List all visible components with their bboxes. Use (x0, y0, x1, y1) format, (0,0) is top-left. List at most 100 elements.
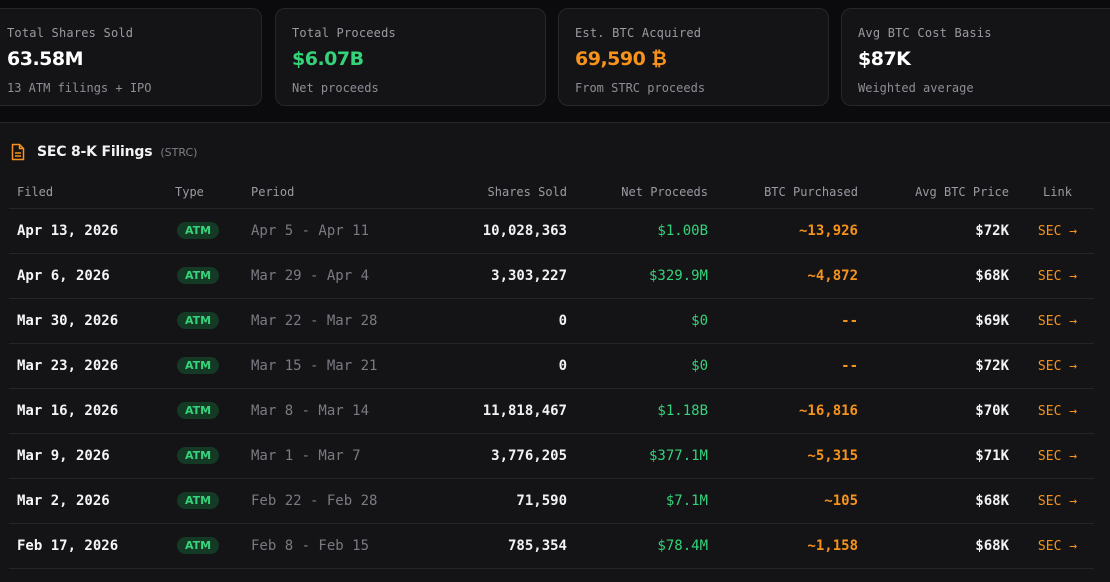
cell-type-badge: ATM (175, 523, 251, 569)
cell-sec-link: SEC → (1009, 478, 1094, 524)
col-btc-purchased[interactable]: BTC Purchased (708, 176, 858, 209)
card-label: Est. BTC Acquired (575, 26, 702, 40)
sec-link[interactable]: SEC → (1037, 223, 1078, 239)
cell-sec-link: SEC → (1009, 253, 1094, 299)
cell-type-badge: ATM (175, 478, 251, 524)
sec-link[interactable]: SEC → (1037, 538, 1078, 554)
col-net-proceeds[interactable]: Net Proceeds (567, 176, 708, 209)
table-row: Apr 13, 2026 ATM Apr 5 - Apr 11 10,028,363 $… (9, 208, 1094, 254)
cell-net-proceeds: $1.18B (567, 388, 708, 434)
cell-filed-date: Mar 9, 2026 (9, 433, 175, 479)
cost-basis-card: Avg BTC Cost Basis $87K Weighted average (841, 8, 1110, 106)
table-row: Apr 6, 2026 ATM Mar 29 - Apr 4 3,303,227 $32… (9, 253, 1094, 299)
col-period[interactable]: Period (251, 176, 405, 209)
table-row: Feb 17, 2026 ATM Feb 8 - Feb 15 785,354 $78.… (9, 523, 1094, 569)
cell-net-proceeds: $0 (567, 343, 708, 389)
cell-shares-sold: 785,354 (405, 523, 567, 569)
atm-badge: ATM (177, 447, 220, 464)
cell-net-proceeds: $78.4M (567, 523, 708, 569)
atm-badge: ATM (177, 357, 220, 374)
cell-sec-link: SEC → (1009, 433, 1094, 479)
cell-btc-purchased: -- (708, 298, 858, 344)
card-label: Total Proceeds (292, 26, 396, 40)
cell-period: Mar 15 - Mar 21 (251, 343, 405, 389)
cell-btc-purchased: ~4,872 (708, 253, 858, 299)
sec-link[interactable]: SEC → (1037, 403, 1078, 419)
cell-sec-link: SEC → (1009, 388, 1094, 434)
cell-avg-btc-price: $72K (858, 208, 1009, 254)
cell-period: Feb 22 - Feb 28 (251, 478, 405, 524)
cell-avg-btc-price: $70K (858, 388, 1009, 434)
card-value: 69,590 ₿ (575, 48, 667, 70)
cell-avg-btc-price: $68K (858, 478, 1009, 524)
cell-avg-btc-price: $69K (858, 298, 1009, 344)
cell-period: Mar 8 - Mar 14 (251, 388, 405, 434)
cell-filed-date: Apr 13, 2026 (9, 208, 175, 254)
cell-filed-date: Mar 16, 2026 (9, 388, 175, 434)
col-type[interactable]: Type (175, 176, 251, 209)
cell-shares-sold: 71,590 (405, 478, 567, 524)
table-row: Mar 16, 2026 ATM Mar 8 - Mar 14 11,818,467 $… (9, 388, 1094, 434)
cell-btc-purchased: ~1,158 (708, 523, 858, 569)
sec-link[interactable]: SEC → (1037, 493, 1078, 509)
cell-btc-purchased: ~5,315 (708, 433, 858, 479)
cell-filed-date: Mar 30, 2026 (9, 298, 175, 344)
total-shares-card: Total Shares Sold 63.58M 13 ATM filings … (0, 8, 262, 106)
cell-avg-btc-price: $68K (858, 523, 1009, 569)
atm-badge: ATM (177, 492, 220, 509)
cell-filed-date: Feb 17, 2026 (9, 523, 175, 569)
card-value: $87K (858, 48, 911, 70)
col-filed[interactable]: Filed (9, 176, 175, 209)
cell-avg-btc-price: $68K (858, 253, 1009, 299)
cell-net-proceeds: $1.00B (567, 208, 708, 254)
sec-link[interactable]: SEC → (1037, 313, 1078, 329)
cell-sec-link: SEC → (1009, 343, 1094, 389)
cell-shares-sold: 10,028,363 (405, 208, 567, 254)
cell-filed-date: Apr 6, 2026 (9, 253, 175, 299)
cell-net-proceeds: $329.9M (567, 253, 708, 299)
card-subtext: From STRC proceeds (575, 81, 706, 95)
filings-panel: SEC 8-K Filings (STRC) Filed Type Period… (0, 122, 1110, 582)
cell-net-proceeds: $7.1M (567, 478, 708, 524)
cell-avg-btc-price: $71K (858, 433, 1009, 479)
atm-badge: ATM (177, 402, 220, 419)
cell-net-proceeds: $377.1M (567, 433, 708, 479)
card-subtext: 13 ATM filings + IPO (7, 81, 152, 95)
cell-period: Mar 29 - Apr 4 (251, 253, 405, 299)
card-subtext: Weighted average (858, 81, 974, 95)
col-link: Link (1009, 176, 1094, 209)
atm-badge: ATM (177, 537, 220, 554)
card-value: 63.58M (7, 48, 84, 70)
filings-header: SEC 8-K Filings (STRC) (10, 141, 197, 163)
cell-type-badge: ATM (175, 388, 251, 434)
table-header-row: Filed Type Period Shares Sold Net Procee… (9, 176, 1094, 209)
cell-shares-sold: 0 (405, 298, 567, 344)
cell-btc-purchased: ~16,816 (708, 388, 858, 434)
cell-avg-btc-price: $72K (858, 343, 1009, 389)
total-proceeds-card: Total Proceeds $6.07B Net proceeds (275, 8, 546, 106)
cell-filed-date: Mar 2, 2026 (9, 478, 175, 524)
sec-link[interactable]: SEC → (1037, 268, 1078, 284)
table-row: Mar 2, 2026 ATM Feb 22 - Feb 28 71,590 $7.1M… (9, 478, 1094, 524)
table-row: Mar 9, 2026 ATM Mar 1 - Mar 7 3,776,205 $377… (9, 433, 1094, 479)
cell-type-badge: ATM (175, 433, 251, 479)
cell-shares-sold: 11,818,467 (405, 388, 567, 434)
filings-table: Filed Type Period Shares Sold Net Procee… (9, 176, 1094, 569)
cell-filed-date: Mar 23, 2026 (9, 343, 175, 389)
col-avg-btc-price[interactable]: Avg BTC Price (858, 176, 1009, 209)
sec-link[interactable]: SEC → (1037, 448, 1078, 464)
cell-type-badge: ATM (175, 343, 251, 389)
cell-btc-purchased: ~105 (708, 478, 858, 524)
cell-btc-purchased: ~13,926 (708, 208, 858, 254)
cell-period: Mar 1 - Mar 7 (251, 433, 405, 479)
cell-btc-purchased: -- (708, 343, 858, 389)
card-value: $6.07B (292, 48, 364, 70)
cell-shares-sold: 3,303,227 (405, 253, 567, 299)
cell-type-badge: ATM (175, 298, 251, 344)
table-row: Mar 30, 2026 ATM Mar 22 - Mar 28 0 $0 -- $69K S… (9, 298, 1094, 344)
col-shares-sold[interactable]: Shares Sold (405, 176, 567, 209)
document-icon (11, 143, 25, 161)
sec-link[interactable]: SEC → (1037, 358, 1078, 374)
atm-badge: ATM (177, 312, 220, 329)
table-row: Mar 23, 2026 ATM Mar 15 - Mar 21 0 $0 -- $72K S… (9, 343, 1094, 389)
